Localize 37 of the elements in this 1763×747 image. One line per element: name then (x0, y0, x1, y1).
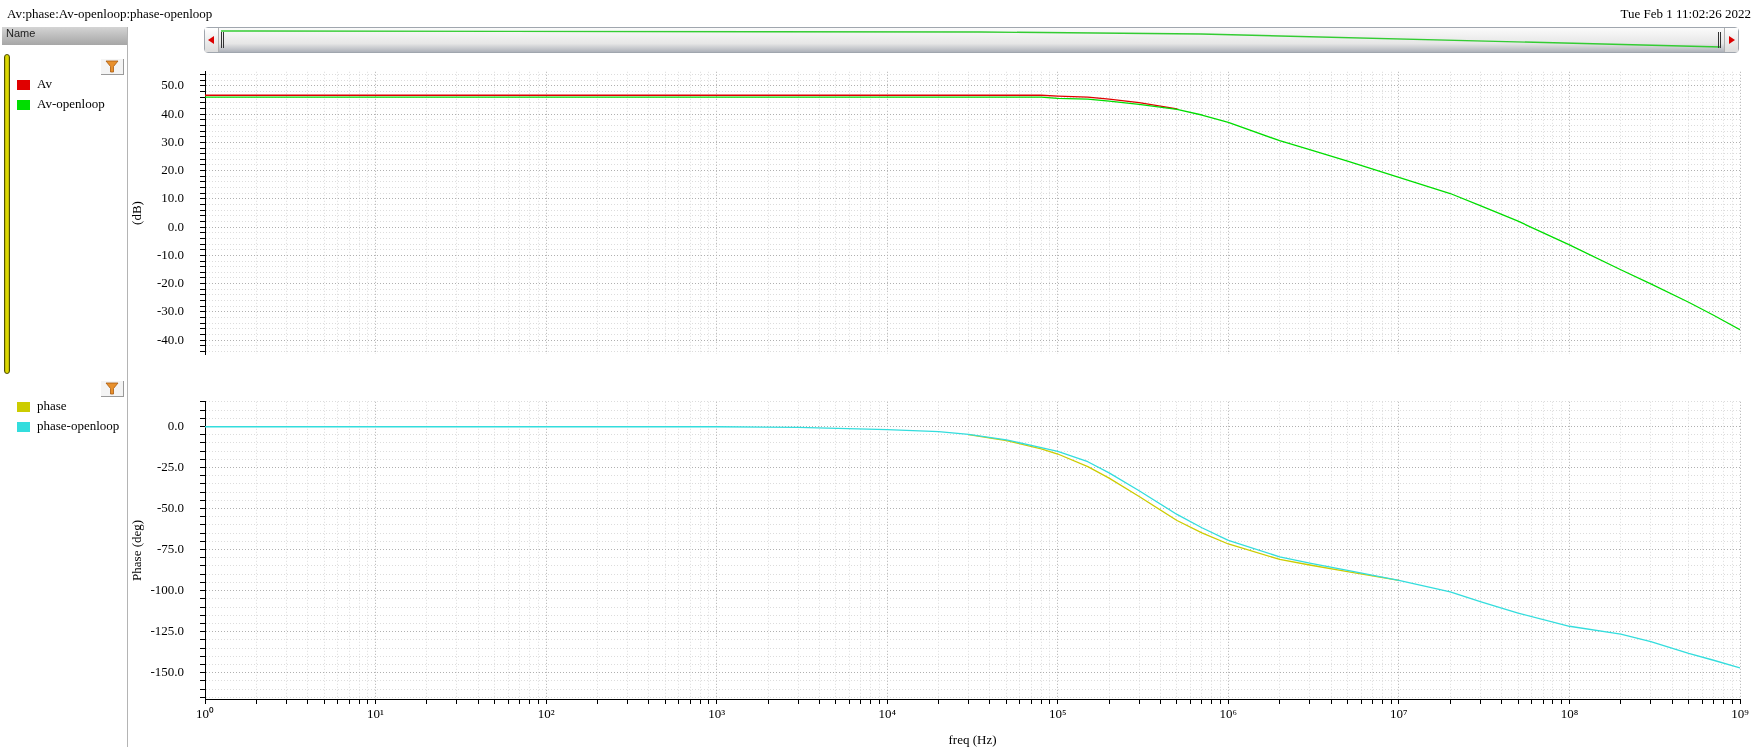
x-tick-label: 10⁶ (1219, 706, 1238, 722)
x-tick-label: 10⁰ (196, 706, 214, 722)
y-tick-label: -30.0 (156, 303, 184, 319)
y-tick-label: 50.0 (161, 77, 184, 93)
y-tick-label: -75.0 (156, 541, 184, 556)
x-tick-label: 10⁷ (1390, 706, 1408, 722)
y-tick-label: -100.0 (150, 582, 184, 598)
y-tick-label: -150.0 (150, 664, 184, 680)
y-tick-label: 10.0 (161, 190, 184, 206)
y-tick-label: -25.0 (156, 458, 184, 474)
y-tick-label: 0.0 (167, 417, 184, 433)
x-tick-label: 10⁴ (878, 706, 897, 722)
y-tick-label: 0.0 (167, 218, 184, 234)
y-tick-label: 40.0 (161, 105, 184, 121)
y-tick-label: -10.0 (156, 246, 184, 262)
legend-label: Av (37, 76, 52, 93)
x-tick-label: 10⁹ (1731, 706, 1750, 722)
x-tick-label: 10¹ (367, 706, 385, 722)
x-axis-title: freq (Hz) (948, 731, 997, 747)
y-tick-label: -125.0 (150, 623, 184, 639)
text: Tue Feb 1 11:02:26 2022 (1620, 6, 1751, 23)
legend-title: Name (6, 27, 36, 39)
y-tick-label: 20.0 (161, 162, 184, 178)
x-tick-label: 10⁵ (1049, 706, 1067, 722)
y-tick-label: -20.0 (156, 275, 184, 291)
x-tick-label: 10² (537, 706, 555, 722)
x-tick-label: 10⁸ (1560, 706, 1579, 722)
y-axis-title: Phase (deg) (129, 519, 145, 581)
y-tick-label: -40.0 (156, 331, 184, 347)
y-axis-title: (dB) (129, 201, 145, 225)
legend-label: phase-openloop (37, 417, 120, 435)
chart-title: Av:phase:Av-openloop:phase-openloop (7, 6, 213, 23)
x-tick-label: 10³ (708, 706, 726, 722)
y-tick-label: 30.0 (161, 133, 184, 149)
legend-label: Av-openloop (37, 95, 105, 113)
y-tick-label: -50.0 (156, 499, 184, 515)
legend-label: phase (37, 398, 67, 415)
